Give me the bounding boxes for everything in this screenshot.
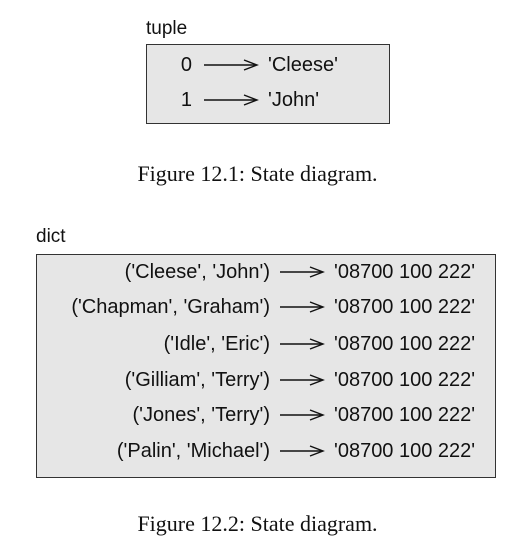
dict-key: ('Palin', 'Michael') — [116, 439, 270, 462]
dict-frame — [36, 254, 496, 478]
tuple-key: 0 — [180, 53, 192, 76]
dict-row: ('Idle', 'Eric') '08700 100 222' — [44, 329, 476, 359]
dict-row: ('Chapman', 'Graham') '08700 100 222' — [44, 292, 475, 322]
tuple-row: 0 'Cleese' — [160, 50, 338, 80]
arrow-icon — [280, 374, 325, 386]
figure-caption: Figure 12.2: State diagram. — [137, 511, 378, 536]
tuple-row: 1 'John' — [160, 85, 319, 115]
dict-value: '08700 100 222' — [334, 403, 476, 426]
arrow-icon — [204, 59, 259, 71]
dict-value: '08700 100 222' — [334, 439, 476, 462]
arrow-icon — [280, 338, 325, 350]
arrow-icon — [280, 445, 325, 457]
dict-key: ('Jones', 'Terry') — [132, 403, 270, 426]
dict-value: '08700 100 222' — [334, 368, 476, 391]
dict-row: ('Jones', 'Terry') '08700 100 222' — [44, 400, 475, 430]
dict-key: ('Idle', 'Eric') — [163, 332, 270, 355]
tuple-value: 'Cleese' — [268, 53, 338, 76]
dict-row: ('Gilliam', 'Terry') '08700 100 222' — [44, 365, 475, 395]
arrow-icon — [280, 266, 325, 278]
dict-key: ('Chapman', 'Graham') — [71, 295, 270, 318]
arrow-icon — [280, 301, 325, 313]
tuple-frame — [146, 44, 390, 124]
dict-value: '08700 100 222' — [334, 260, 476, 283]
dict-value: '08700 100 222' — [334, 295, 476, 318]
dict-key: ('Cleese', 'John') — [124, 260, 270, 283]
dict-label: dict — [36, 226, 66, 247]
arrow-icon — [280, 409, 325, 421]
dict-row: ('Palin', 'Michael') '08700 100 222' — [44, 436, 475, 466]
tuple-label: tuple — [146, 18, 188, 39]
dict-key: ('Gilliam', 'Terry') — [124, 368, 270, 391]
dict-value: '08700 100 222' — [334, 332, 476, 355]
tuple-value: 'John' — [268, 88, 320, 111]
arrow-icon — [204, 94, 259, 106]
figure-caption: Figure 12.1: State diagram. — [137, 161, 378, 186]
tuple-key: 1 — [180, 88, 192, 111]
dict-row: ('Cleese', 'John') '08700 100 222' — [44, 257, 475, 287]
